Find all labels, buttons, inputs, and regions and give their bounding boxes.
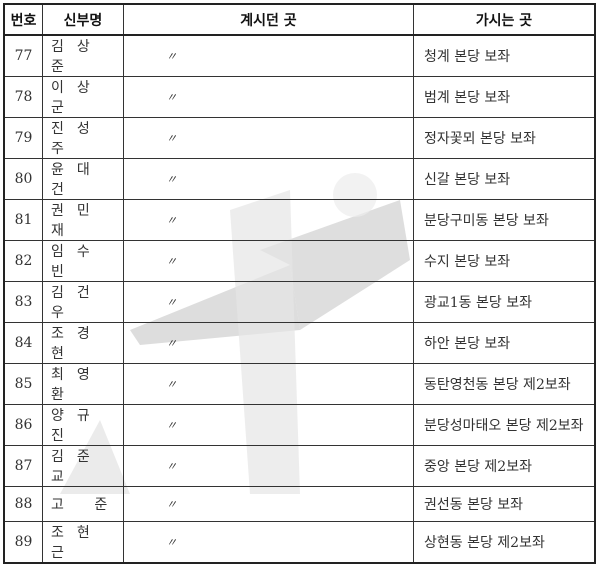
cell-no: 86: [3, 404, 43, 446]
table-row: 87 김준교 〃 중앙 본당 제2보좌: [3, 445, 596, 487]
cell-name: 김건우: [42, 281, 124, 323]
cell-name: 양규진: [42, 404, 124, 446]
cell-name: 김상준: [42, 34, 124, 77]
cell-no: 87: [3, 445, 43, 487]
cell-next: 신갈 본당 보좌: [413, 158, 596, 200]
cell-next: 권선동 본당 보좌: [413, 486, 596, 522]
cell-prev: 〃: [123, 158, 414, 200]
table-row: 79 진성주 〃 정자꽃뫼 본당 보좌: [3, 117, 596, 159]
cell-next: 정자꽃뫼 본당 보좌: [413, 117, 596, 159]
table-row: 77 김상준 〃 청계 본당 보좌: [3, 34, 596, 77]
cell-no: 85: [3, 363, 43, 405]
cell-name: 최영환: [42, 363, 124, 405]
cell-no: 79: [3, 117, 43, 159]
cell-prev: 〃: [123, 76, 414, 118]
table-row: 85 최영환 〃 동탄영천동 본당 제2보좌: [3, 363, 596, 405]
cell-name: 권민재: [42, 199, 124, 241]
cell-next: 분당성마태오 본당 제2보좌: [413, 404, 596, 446]
cell-no: 78: [3, 76, 43, 118]
header-no: 번호: [3, 3, 43, 36]
cell-name: 임수빈: [42, 240, 124, 282]
cell-no: 82: [3, 240, 43, 282]
cell-name: 고 준: [42, 486, 124, 522]
cell-name: 이상군: [42, 76, 124, 118]
cell-name: 조현근: [42, 521, 124, 564]
table-header-row: 번호 신부명 계시던 곳 가시는 곳: [3, 3, 596, 36]
cell-prev: 〃: [123, 363, 414, 405]
cell-name: 김준교: [42, 445, 124, 487]
cell-prev: 〃: [123, 322, 414, 364]
cell-prev: 〃: [123, 486, 414, 522]
cell-prev: 〃: [123, 199, 414, 241]
cell-no: 81: [3, 199, 43, 241]
table-row: 86 양규진 〃 분당성마태오 본당 제2보좌: [3, 404, 596, 446]
cell-prev: 〃: [123, 445, 414, 487]
table-row: 84 조경현 〃 하안 본당 보좌: [3, 322, 596, 364]
cell-next: 광교1동 본당 보좌: [413, 281, 596, 323]
cell-next: 범계 본당 보좌: [413, 76, 596, 118]
cell-name: 조경현: [42, 322, 124, 364]
table-row: 83 김건우 〃 광교1동 본당 보좌: [3, 281, 596, 323]
table-body: 77 김상준 〃 청계 본당 보좌 78 이상군 〃 범계 본당 보좌 79 진성주 〃 정자꽃뫼 본…: [3, 34, 596, 564]
table-row: 89 조현근 〃 상현동 본당 제2보좌: [3, 521, 596, 564]
cell-prev: 〃: [123, 521, 414, 564]
cell-next: 청계 본당 보좌: [413, 34, 596, 77]
assignment-table: 번호 신부명 계시던 곳 가시는 곳 77 김상준 〃 청계 본당 보좌 78 이상군 〃 범…: [3, 3, 596, 564]
cell-prev: 〃: [123, 240, 414, 282]
cell-no: 83: [3, 281, 43, 323]
table-row: 80 윤대건 〃 신갈 본당 보좌: [3, 158, 596, 200]
header-name: 신부명: [42, 3, 124, 36]
cell-next: 분당구미동 본당 보좌: [413, 199, 596, 241]
cell-next: 동탄영천동 본당 제2보좌: [413, 363, 596, 405]
cell-name: 진성주: [42, 117, 124, 159]
cell-prev: 〃: [123, 404, 414, 446]
cell-prev: 〃: [123, 281, 414, 323]
table-row: 88 고 준 〃 권선동 본당 보좌: [3, 486, 596, 522]
cell-next: 수지 본당 보좌: [413, 240, 596, 282]
table-row: 78 이상군 〃 범계 본당 보좌: [3, 76, 596, 118]
header-next: 가시는 곳: [413, 3, 596, 36]
cell-prev: 〃: [123, 34, 414, 77]
cell-no: 89: [3, 521, 43, 564]
cell-no: 88: [3, 486, 43, 522]
table-row: 82 임수빈 〃 수지 본당 보좌: [3, 240, 596, 282]
cell-no: 84: [3, 322, 43, 364]
cell-next: 하안 본당 보좌: [413, 322, 596, 364]
cell-no: 77: [3, 34, 43, 77]
cell-next: 상현동 본당 제2보좌: [413, 521, 596, 564]
cell-no: 80: [3, 158, 43, 200]
cell-next: 중앙 본당 제2보좌: [413, 445, 596, 487]
header-prev: 계시던 곳: [123, 3, 414, 36]
table-row: 81 권민재 〃 분당구미동 본당 보좌: [3, 199, 596, 241]
cell-prev: 〃: [123, 117, 414, 159]
cell-name: 윤대건: [42, 158, 124, 200]
